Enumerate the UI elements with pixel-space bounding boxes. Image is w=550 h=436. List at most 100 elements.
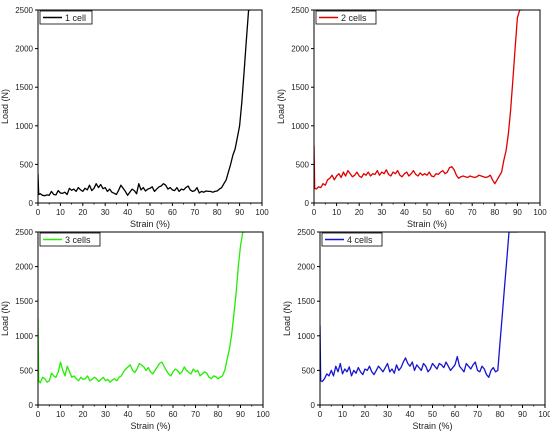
- y-tick-label: 2000: [15, 45, 33, 54]
- x-tick-label: 10: [56, 208, 65, 217]
- y-tick-label: 500: [296, 160, 310, 169]
- legend-label: 2 cells: [341, 13, 367, 23]
- legend: 3 cells: [39, 232, 101, 247]
- y-tick-label: 2000: [297, 263, 315, 272]
- y-tick-label: 2500: [297, 228, 315, 237]
- y-tick-label: 1500: [297, 297, 315, 306]
- legend-label: 1 cell: [65, 13, 86, 23]
- x-tick-label: 40: [400, 208, 409, 217]
- x-tick-label: 40: [406, 410, 415, 419]
- chart-panel-1: 0 10 20 30 40 50 60 70 80 90 100050010001500200025…: [0, 6, 269, 229]
- x-tick-label: 80: [490, 208, 499, 217]
- x-tick-label: 20: [78, 208, 87, 217]
- series-line-1: [314, 10, 522, 190]
- y-axis-title: Load (N): [276, 89, 286, 124]
- x-tick-label: 90: [236, 410, 245, 419]
- y-tick-label: 0: [305, 199, 310, 208]
- legend-box: [39, 232, 101, 247]
- y-axis-title: Load (N): [282, 301, 292, 336]
- series-line-1: [38, 10, 251, 197]
- x-tick-label: 80: [213, 208, 222, 217]
- x-axis-title: Strain (%): [130, 219, 170, 229]
- x-tick-label: 90: [235, 208, 244, 217]
- y-tick-label: 0: [29, 199, 34, 208]
- legend-label: 3 cells: [65, 235, 91, 245]
- legend: 1 cell: [39, 10, 93, 25]
- x-tick-label: 60: [445, 208, 454, 217]
- y-tick-label: 1000: [291, 122, 309, 131]
- x-tick-label: 30: [377, 208, 386, 217]
- x-tick-label: 100: [255, 208, 269, 217]
- legend: 2 cells: [315, 10, 377, 25]
- x-tick-label: 0: [36, 410, 41, 419]
- x-tick-label: 80: [214, 410, 223, 419]
- x-tick-label: 100: [538, 410, 550, 419]
- y-tick-label: 500: [302, 366, 316, 375]
- y-tick-label: 2000: [15, 263, 33, 272]
- x-tick-label: 100: [256, 410, 270, 419]
- y-axis-title: Load (N): [0, 89, 10, 124]
- chart-panel-4: 0 10 20 30 40 50 60 70 80 90 100050010001500200025…: [282, 228, 550, 431]
- plot-frame: [313, 9, 541, 204]
- x-tick-label: 0: [312, 208, 317, 217]
- legend: 4 cells: [321, 232, 383, 247]
- x-tick-label: 20: [355, 208, 364, 217]
- legend-label: 4 cells: [347, 235, 373, 245]
- x-tick-label: 30: [101, 410, 110, 419]
- x-tick-label: 40: [124, 410, 133, 419]
- x-tick-label: 80: [496, 410, 505, 419]
- x-tick-label: 40: [123, 208, 132, 217]
- chart-panel-3: 0 10 20 30 40 50 60 70 80 90 100050010001500200025…: [0, 228, 270, 431]
- x-tick-label: 70: [473, 410, 482, 419]
- x-tick-label: 20: [79, 410, 88, 419]
- x-tick-label: 70: [190, 208, 199, 217]
- plot-frame: [37, 231, 264, 406]
- x-axis-title: Strain (%): [412, 421, 452, 431]
- chart-panel-2: 0 10 20 30 40 50 60 70 80 90 100050010001500200025…: [276, 6, 547, 229]
- y-tick-label: 2500: [15, 228, 33, 237]
- y-axis-title: Load (N): [0, 301, 10, 336]
- x-tick-label: 10: [338, 410, 347, 419]
- x-tick-label: 50: [146, 208, 155, 217]
- x-axis-title: Strain (%): [407, 219, 447, 229]
- y-tick-label: 500: [20, 160, 34, 169]
- y-tick-label: 1500: [291, 83, 309, 92]
- x-tick-label: 10: [332, 208, 341, 217]
- x-tick-label: 70: [191, 410, 200, 419]
- y-tick-label: 1500: [15, 83, 33, 92]
- x-tick-label: 30: [101, 208, 110, 217]
- x-tick-label: 90: [518, 410, 527, 419]
- y-tick-label: 2500: [15, 6, 33, 15]
- y-tick-label: 2000: [291, 45, 309, 54]
- series-line-1: [320, 232, 518, 383]
- x-tick-label: 30: [383, 410, 392, 419]
- x-tick-label: 50: [428, 410, 437, 419]
- x-tick-label: 60: [168, 208, 177, 217]
- legend-box: [315, 10, 377, 25]
- y-tick-label: 1000: [15, 332, 33, 341]
- y-tick-label: 2500: [291, 6, 309, 15]
- x-tick-label: 10: [56, 410, 65, 419]
- x-tick-label: 60: [451, 410, 460, 419]
- x-tick-label: 70: [468, 208, 477, 217]
- y-tick-label: 0: [311, 401, 316, 410]
- x-tick-label: 50: [146, 410, 155, 419]
- x-tick-label: 90: [513, 208, 522, 217]
- x-tick-label: 0: [36, 208, 41, 217]
- y-tick-label: 1500: [15, 297, 33, 306]
- plot-frame: [319, 231, 546, 406]
- x-axis-title: Strain (%): [130, 421, 170, 431]
- x-tick-label: 20: [361, 410, 370, 419]
- legend-box: [321, 232, 383, 247]
- series-line-1: [38, 232, 245, 384]
- y-tick-label: 0: [29, 401, 34, 410]
- y-tick-label: 500: [20, 366, 34, 375]
- x-tick-label: 50: [423, 208, 432, 217]
- legend-box: [39, 10, 93, 25]
- x-tick-label: 60: [169, 410, 178, 419]
- x-tick-label: 100: [533, 208, 547, 217]
- x-tick-label: 0: [318, 410, 323, 419]
- y-tick-label: 1000: [15, 122, 33, 131]
- y-tick-label: 1000: [297, 332, 315, 341]
